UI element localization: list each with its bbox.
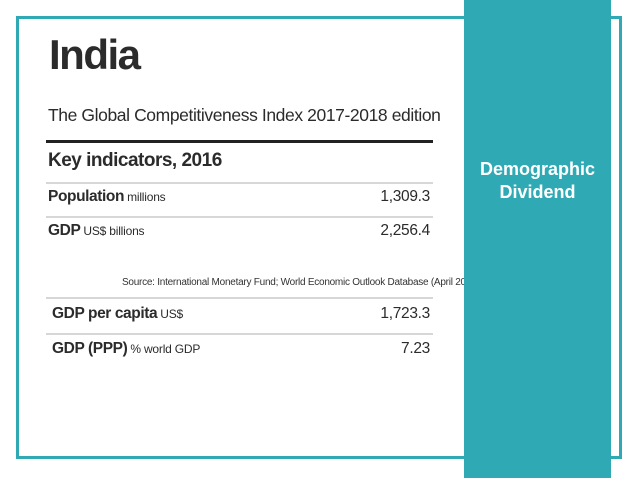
indicator-value: 2,256.4 — [380, 222, 430, 239]
indicator-label: GDP per capita US$ — [52, 305, 183, 322]
side-panel-title-line: Dividend — [499, 182, 576, 202]
side-panel-title-line: Demographic — [479, 159, 596, 179]
table-row: GDP US$ billions 2,256.4 — [48, 222, 430, 246]
heading-rule — [46, 140, 433, 143]
indicator-unit: US$ — [160, 307, 183, 321]
indicator-label: GDP US$ billions — [48, 222, 145, 239]
divider — [46, 216, 433, 218]
section-title: Key indicators, 2016 — [48, 150, 222, 171]
divider — [46, 333, 433, 335]
indicator-unit: % world GDP — [130, 342, 201, 356]
table-row: GDP (PPP)% world GDP 7.23 — [52, 340, 430, 364]
table-row: GDP per capita US$ 1,723.3 — [52, 305, 430, 329]
indicator-label: GDP (PPP)% world GDP — [52, 340, 201, 357]
divider — [46, 297, 433, 299]
indicator-label: Population millions — [48, 188, 166, 205]
table-row: Population millions 1,309.3 — [48, 188, 430, 212]
indicator-value: 1,723.3 — [380, 305, 430, 322]
slide-frame — [16, 16, 622, 459]
side-panel-title: Demographic Dividend — [464, 158, 611, 204]
side-panel: Demographic Dividend — [464, 0, 611, 478]
indicator-unit: US$ billions — [83, 224, 145, 238]
indicator-value: 1,309.3 — [380, 188, 430, 205]
indicator-unit: millions — [127, 190, 166, 204]
divider — [46, 182, 433, 184]
source-note: Source: International Monetary Fund; Wor… — [122, 277, 480, 288]
page-title: India — [49, 31, 141, 78]
report-subtitle: The Global Competitiveness Index 2017-20… — [48, 105, 441, 125]
indicator-value: 7.23 — [401, 340, 430, 357]
